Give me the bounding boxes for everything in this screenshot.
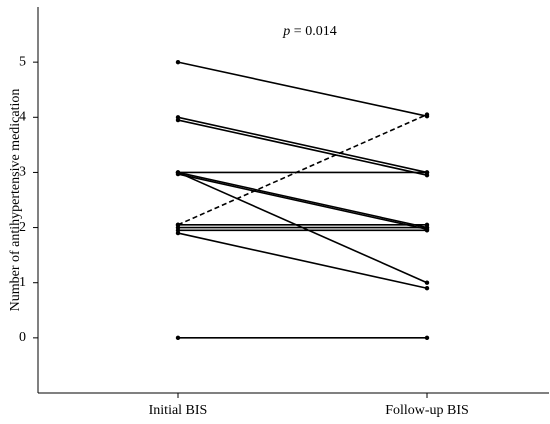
annotation-symbol: p [282,24,290,39]
point [175,335,181,341]
paired-line [177,113,428,226]
point [424,280,430,285]
point [424,228,430,233]
y-tick-label: 3 [19,165,26,180]
point [424,335,430,341]
y-tick-label: 2 [19,220,26,235]
point [424,112,430,117]
paired-line [177,232,428,290]
annotation: p = 0.014 [282,24,336,39]
point [175,117,181,123]
paired-line [177,171,428,229]
y-tick-label: 0 [19,330,26,345]
point [175,230,181,236]
paired-line [177,61,428,117]
paired-line [177,119,428,176]
y-tick-label: 4 [19,110,26,125]
paired-line [177,116,428,174]
annotation-text: = 0.014 [294,24,337,39]
point [175,59,181,65]
point [175,170,181,175]
paired-line [177,173,428,231]
y-tick-label: 1 [19,275,26,290]
y-tick-label: 5 [19,54,26,69]
x-tick-label: Follow-up BIS [385,403,469,418]
point [424,286,430,291]
point [424,170,430,175]
x-tick-label: Initial BIS [149,403,208,418]
y-axis-label: Number of antihypertensive medication [8,89,23,312]
